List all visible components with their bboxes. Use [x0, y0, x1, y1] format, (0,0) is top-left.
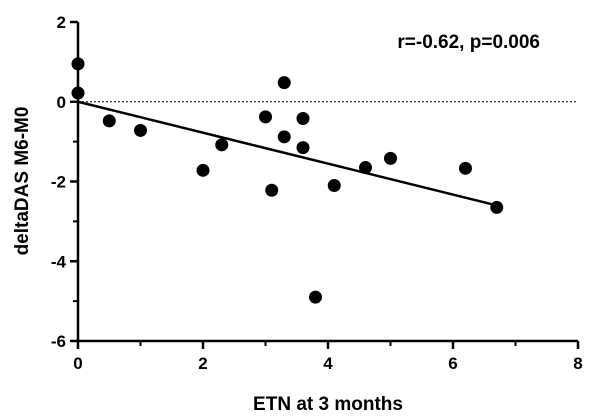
fit-line — [77, 100, 498, 207]
data-point — [384, 151, 397, 165]
data-points — [71, 57, 504, 304]
data-point — [277, 76, 291, 90]
data-point — [102, 114, 116, 128]
data-point — [134, 123, 147, 137]
data-point — [277, 130, 291, 144]
x-tick-label: 8 — [573, 354, 582, 373]
data-point — [259, 110, 272, 124]
data-point — [359, 161, 372, 175]
data-point — [71, 57, 85, 71]
data-point — [265, 183, 279, 197]
regression-line — [77, 100, 498, 207]
data-point — [71, 86, 85, 100]
data-point — [215, 138, 229, 152]
x-tick-label: 6 — [448, 354, 457, 373]
x-tick-label: 0 — [73, 354, 82, 373]
data-point — [490, 200, 504, 214]
y-tick-label: 0 — [57, 93, 66, 112]
data-point — [309, 290, 322, 304]
y-axis-title: deltaDAS M6-M0 — [12, 107, 33, 256]
y-tick-label: 2 — [57, 13, 66, 32]
correlation-annotation: r=-0.62, p=0.006 — [397, 32, 540, 53]
data-point — [327, 178, 341, 192]
data-point — [296, 111, 310, 125]
data-point — [196, 163, 210, 177]
tick-labels: -6 -4 -2 0 2 0 2 4 6 8 — [51, 13, 583, 373]
y-tick-label: -4 — [51, 252, 67, 271]
y-tick-label: -6 — [51, 332, 66, 351]
y-tick-label: -2 — [51, 173, 66, 192]
data-point — [296, 141, 310, 155]
x-tick-label: 4 — [323, 354, 333, 373]
x-axis-title: ETN at 3 months — [253, 394, 403, 415]
axes — [70, 20, 580, 349]
x-tick-label: 2 — [198, 354, 207, 373]
data-point — [459, 161, 472, 175]
